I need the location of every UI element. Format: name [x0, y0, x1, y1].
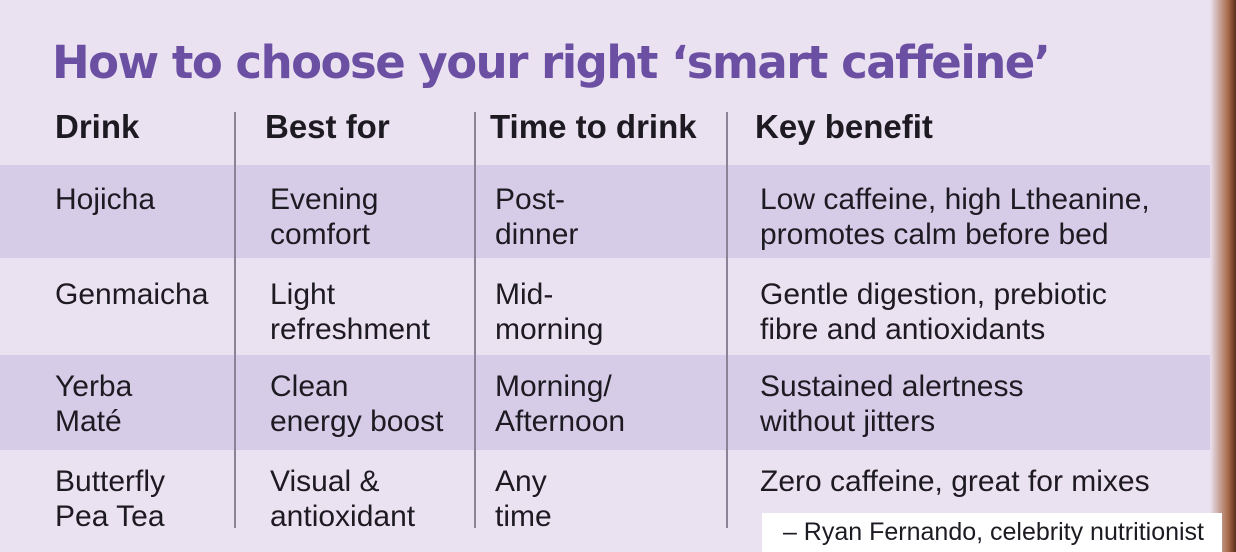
- cell-line: Maté: [55, 405, 122, 438]
- table-cell: Butterfly Pea Tea: [55, 464, 165, 534]
- row-band: [0, 165, 1236, 258]
- table-cell: Gentle digestion, prebiotic fibre and ant…: [760, 277, 1107, 347]
- table-cell: Yerba Maté: [55, 369, 132, 439]
- cell-line: Pea Tea: [55, 500, 165, 533]
- cell-line: without jitters: [760, 405, 936, 438]
- cell-line: dinner: [495, 218, 579, 251]
- cell-line: Genmaicha: [55, 278, 209, 311]
- table-cell: Light refreshment: [270, 277, 430, 347]
- photo-edge: [1210, 0, 1236, 552]
- table-cell: Morning/Afternoon: [495, 369, 625, 439]
- column-header: Drink: [55, 108, 140, 145]
- cell-line: morning: [495, 313, 604, 346]
- cell-line: Any: [495, 465, 547, 498]
- cell-line: Hojicha: [55, 183, 156, 216]
- cell-line: promotes calm before bed: [760, 218, 1109, 251]
- cell-line: Afternoon: [495, 405, 626, 438]
- cell-line: Light: [270, 278, 336, 311]
- column-divider: [234, 112, 236, 528]
- column-header: Time to drink: [490, 108, 697, 145]
- column-divider: [474, 112, 476, 528]
- cell-line: energy boost: [270, 405, 444, 438]
- table-cell: Visual & antioxidant: [270, 464, 415, 534]
- table-cell: Hojicha: [55, 182, 155, 217]
- row-band: [0, 355, 1236, 450]
- table-cell: Clean energy boost: [270, 369, 443, 439]
- cell-line: Visual &: [270, 465, 380, 498]
- table-cell: Zero caffeine, great for mixes: [760, 464, 1150, 499]
- cell-line: Clean: [270, 370, 349, 403]
- cell-line: Post-: [495, 183, 566, 216]
- table-cell: Evening comfort: [270, 182, 378, 252]
- table-cell: Genmaicha: [55, 277, 208, 312]
- credit: – Ryan Fernando, celebrity nutritionist: [762, 513, 1222, 552]
- title: How to choose your right ‘smart caffeine…: [52, 36, 1051, 89]
- cell-line: Sustained alertness: [760, 370, 1024, 403]
- table-cell: Mid-morning: [495, 277, 603, 347]
- table-cell: Sustained alertness without jitters: [760, 369, 1024, 439]
- cell-line: Evening: [270, 183, 379, 216]
- cell-line: antioxidant: [270, 500, 416, 533]
- column-header: Best for: [265, 108, 390, 145]
- cell-line: Yerba: [55, 370, 133, 403]
- column-header: Key benefit: [755, 108, 933, 145]
- cell-line: Morning/: [495, 370, 612, 403]
- cell-line: fibre and antioxidants: [760, 313, 1046, 346]
- cell-line: time: [495, 500, 552, 533]
- column-divider: [726, 112, 728, 528]
- cell-line: Butterfly: [55, 465, 166, 498]
- table-cell: Any time: [495, 464, 552, 534]
- cell-line: comfort: [270, 218, 371, 251]
- cell-line: Mid-: [495, 278, 554, 311]
- table-cell: Post-dinner: [495, 182, 578, 252]
- cell-line: Zero caffeine, great for mixes: [760, 465, 1150, 498]
- table-cell: Low caffeine, high Ltheanine, promotes ca…: [760, 182, 1150, 252]
- cell-line: Low caffeine, high Ltheanine,: [760, 183, 1150, 216]
- cell-line: refreshment: [270, 313, 431, 346]
- cell-line: Gentle digestion, prebiotic: [760, 278, 1107, 311]
